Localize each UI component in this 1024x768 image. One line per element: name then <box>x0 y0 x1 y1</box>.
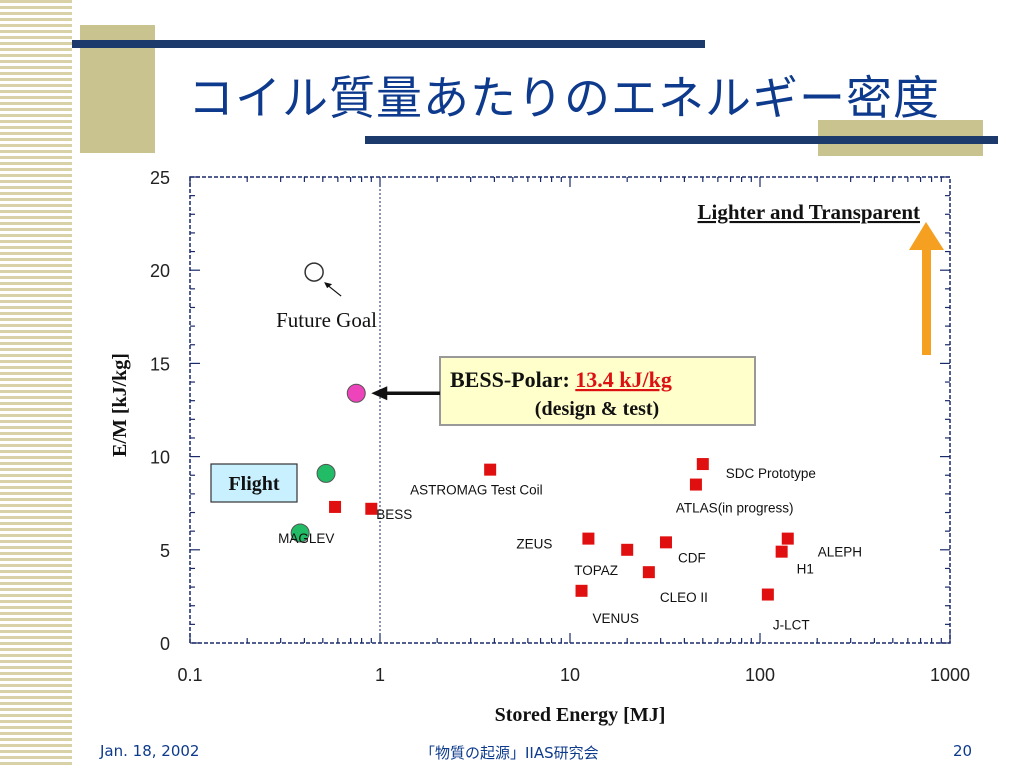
plot-area: 0.1 1 10 100 1000 0 5 10 15 20 25 Stored Energy [MJ… <box>109 168 970 726</box>
data-point-square <box>621 543 634 556</box>
left-stripe-decoration <box>0 0 72 768</box>
flight-box <box>210 463 298 503</box>
title-underline-top <box>72 40 705 48</box>
data-point-label: ATLAS(in progress) <box>676 501 794 516</box>
data-point-square <box>484 463 497 476</box>
data-point-label: BESS <box>376 507 412 522</box>
data-point-label: H1 <box>797 562 814 577</box>
data-point-circle <box>316 463 336 483</box>
bess-polar-label: BESS-Polar: 13.4 kJ/kg <box>450 367 672 392</box>
bess-polar-value: 13.4 kJ/kg <box>575 367 672 392</box>
future-goal-arrow-head <box>324 282 333 289</box>
y-tick-label: 10 <box>150 448 170 468</box>
future-goal-label: Future Goal <box>276 308 377 332</box>
data-point-square <box>775 545 788 558</box>
data-point-square <box>659 536 672 549</box>
bess-polar-arrow-head <box>371 386 388 401</box>
data-point-label: ZEUS <box>516 537 552 552</box>
data-point-label: ALEPH <box>818 545 862 560</box>
page-number: 20 <box>953 742 973 760</box>
data-point-label: ASTROMAG Test Coil <box>410 483 543 498</box>
slide-title: コイル質量あたりのエネルギー密度 <box>188 71 940 125</box>
data-point-square <box>365 502 378 515</box>
x-tick-label: 0.1 <box>177 665 202 685</box>
lighter-arrow-head <box>909 222 944 250</box>
bess-polar-callout-box <box>439 356 756 426</box>
y-tick-label: 20 <box>150 261 170 281</box>
data-point-square <box>329 500 342 513</box>
x-tick-label: 10 <box>560 665 580 685</box>
data-point-square <box>689 478 702 491</box>
bess-polar-prefix: BESS-Polar: <box>450 367 575 392</box>
data-point-label: CDF <box>678 550 706 565</box>
data-point-square <box>642 566 655 579</box>
x-axis-title: Stored Energy [MJ] <box>495 704 666 726</box>
flight-label: Flight <box>228 473 279 495</box>
data-point-label: MAGLEV <box>278 531 334 546</box>
data-point-square <box>781 532 794 545</box>
data-point-square <box>582 532 595 545</box>
data-point-label: J-LCT <box>773 618 810 633</box>
data-point-circle <box>346 383 366 403</box>
x-tick-label: 1000 <box>930 665 970 685</box>
scatter-chart: 0.1 1 10 100 1000 0 5 10 15 20 25 Stored Energy [MJ… <box>109 168 970 726</box>
data-point-square <box>696 458 709 471</box>
data-point-label: TOPAZ <box>574 563 618 578</box>
title-underline-bottom <box>365 136 998 144</box>
data-point-label: SDC Prototype <box>726 466 816 481</box>
data-point-label: VENUS <box>593 611 640 626</box>
data-point-square <box>575 584 588 597</box>
footer-date: Jan. 18, 2002 <box>100 742 200 760</box>
x-tick-label: 100 <box>745 665 775 685</box>
bess-polar-sublabel: (design & test) <box>535 398 659 420</box>
lighter-arrow-shaft <box>922 245 931 355</box>
data-point-square <box>761 588 774 601</box>
footer-event: 「物質の起源」IIAS研究会 <box>420 744 599 762</box>
data-point-circle <box>290 523 310 543</box>
y-axis-title: E/M [kJ/kg] <box>109 353 131 457</box>
y-tick-label: 25 <box>150 168 170 188</box>
lighter-transparent-label: Lighter and Transparent <box>698 200 921 224</box>
x-tick-label: 1 <box>375 665 385 685</box>
y-tick-label: 5 <box>160 541 170 561</box>
y-tick-label: 15 <box>150 354 170 374</box>
data-point-open-circle <box>304 262 324 282</box>
data-point-label: CLEO II <box>660 590 708 605</box>
y-tick-label: 0 <box>160 634 170 654</box>
